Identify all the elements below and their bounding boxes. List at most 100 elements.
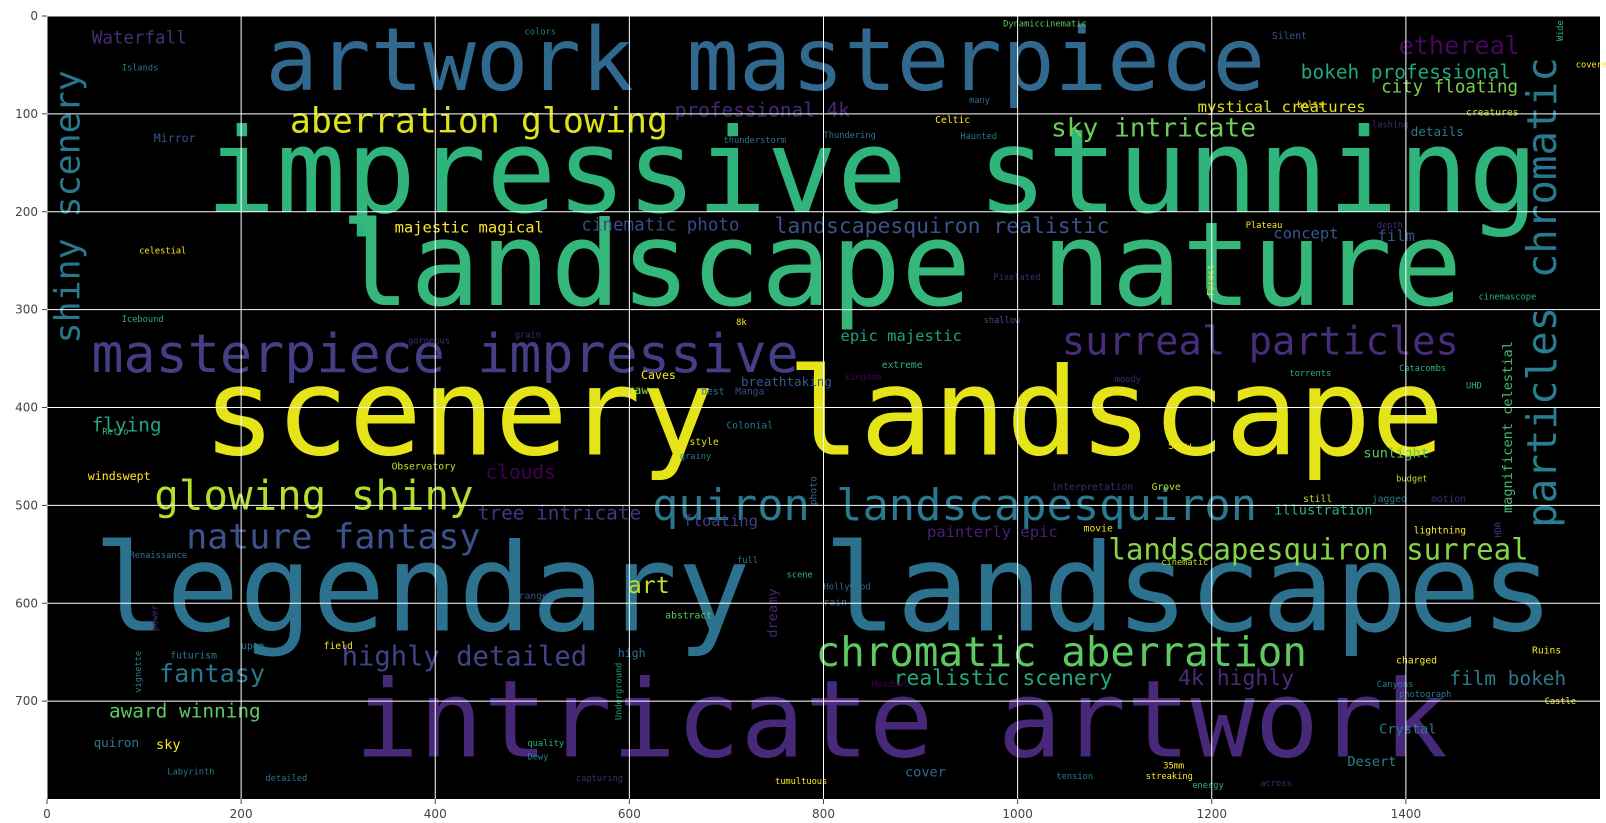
word-29: majestic magical [395,218,544,236]
word-30: professional 4k [675,98,850,121]
word-63: grainy [680,452,711,462]
word-83: range [519,591,548,602]
word-31: tree intricate [478,502,641,525]
word-113: Wide [1556,20,1566,41]
word-27: landscapesquiron realistic [774,214,1109,239]
word-50: sky [156,737,181,753]
word-134: moody [1115,375,1141,385]
word-10: surreal particles [1062,319,1459,364]
word-98: quality [527,739,564,749]
word-119: Celtic [935,115,970,126]
word-74: movie [1084,523,1113,534]
word-129: Icebound [122,315,164,325]
word-57: Manga [735,386,764,397]
grid-lines [46,15,1600,799]
word-131: shallow [984,316,1021,326]
word-54: windswept [88,469,151,483]
word-120: Haunted [960,132,997,142]
word-112: Silent [1272,31,1307,42]
word-48: cover [905,765,946,781]
word-20: realistic scenery [894,666,1113,691]
word-28: cinematic photo [581,215,739,235]
x-tick-label-3: 600 [618,807,641,821]
word-111: Dynamiccinematic [1003,19,1087,29]
word-71: budget [1396,475,1427,485]
y-tick-label-6: 600 [15,596,38,610]
y-tick-label-7: 700 [15,694,38,708]
word-47: Desert [1347,754,1396,770]
word-41: concept [1273,224,1338,242]
y-tick-label-1: 100 [15,107,38,121]
x-tick-label-4: 800 [812,807,835,821]
word-73: motion [1431,494,1466,505]
word-125: celestial [139,247,186,257]
word-89: futurism [170,651,217,662]
word-66: photo [808,476,819,505]
word-122: thunderstorm [724,136,787,146]
word-132: grain [515,331,541,341]
word-4: intricate artwork [355,659,1448,783]
word-11: nature fantasy [186,518,480,558]
word-65: Retro [102,428,128,438]
x-tick-label-0: 0 [43,807,51,821]
word-9: glowing shiny [154,472,473,520]
word-45: sunlight [1363,446,1428,462]
word-88: field [324,641,353,652]
word-68: Grove [1152,482,1181,493]
word-49: quiron [94,735,140,750]
word-56: raw [627,383,648,397]
x-tick-label-6: 1200 [1196,807,1227,821]
word-80: scene [787,571,813,581]
y-axis: 0 100 200 300 400 500 600 700 [15,9,47,708]
word-35: award winning [109,699,261,722]
word-12: aberration glowing [290,102,668,142]
x-axis: 0 200 400 600 800 1000 1200 1400 [43,799,1421,821]
word-64: Observatory [392,462,456,473]
word-62: style [690,437,719,448]
y-tick-label-4: 400 [15,401,38,415]
word-90: vignette [134,651,144,693]
word-118: many [969,96,990,106]
word-59: extreme [882,360,923,371]
word-123: Plateau [1246,221,1283,231]
word-15: shiny scenery [48,70,88,343]
word-124: depth [1377,221,1403,231]
word-102: capturing [576,774,623,784]
word-18: sky intricate [1051,114,1256,144]
word-53: high [618,646,646,660]
word-117: lashing [1372,120,1409,130]
word-69: Snow [1168,441,1191,452]
word-46: Crystal [1379,722,1436,738]
x-tick-label-7: 1400 [1391,807,1422,821]
word-17: particles [1518,307,1566,528]
word-70: still [1303,494,1332,505]
word-127: Pixelated [993,273,1040,283]
word-94: Meadows [872,680,909,690]
y-tick-label-5: 500 [15,498,38,512]
word-97: Castle [1545,697,1576,707]
word-22: 4k highly [1178,666,1294,691]
word-61: Colonial [726,421,773,432]
word-76: HDR [1494,521,1504,537]
y-tick-label-3: 300 [15,303,38,317]
word-107: energy [1192,781,1223,791]
word-67: interpretation [1052,482,1134,493]
word-14: highly detailed [342,642,588,673]
word-60: kingdom [845,373,882,383]
word-93: Ruins [1532,646,1561,657]
word-103: tumultuous [775,777,827,787]
word-95: Canyons [1377,680,1414,690]
x-tick-label-5: 1000 [1002,807,1033,821]
word-8: chromatic aberration [816,628,1307,676]
x-tick-label-2: 400 [424,807,447,821]
word-92: charged [1396,655,1437,666]
word-43: magnificent celestial [1500,341,1516,513]
word-128: cinemascope [1479,293,1537,303]
word-19: fantasy [159,659,265,688]
word-108: across [1260,779,1291,789]
word-26: mystical creatures [1198,98,1366,116]
x-tick-label-1: 200 [230,807,253,821]
word-1: landscape nature [340,198,1462,333]
word-33: floating [683,512,758,530]
